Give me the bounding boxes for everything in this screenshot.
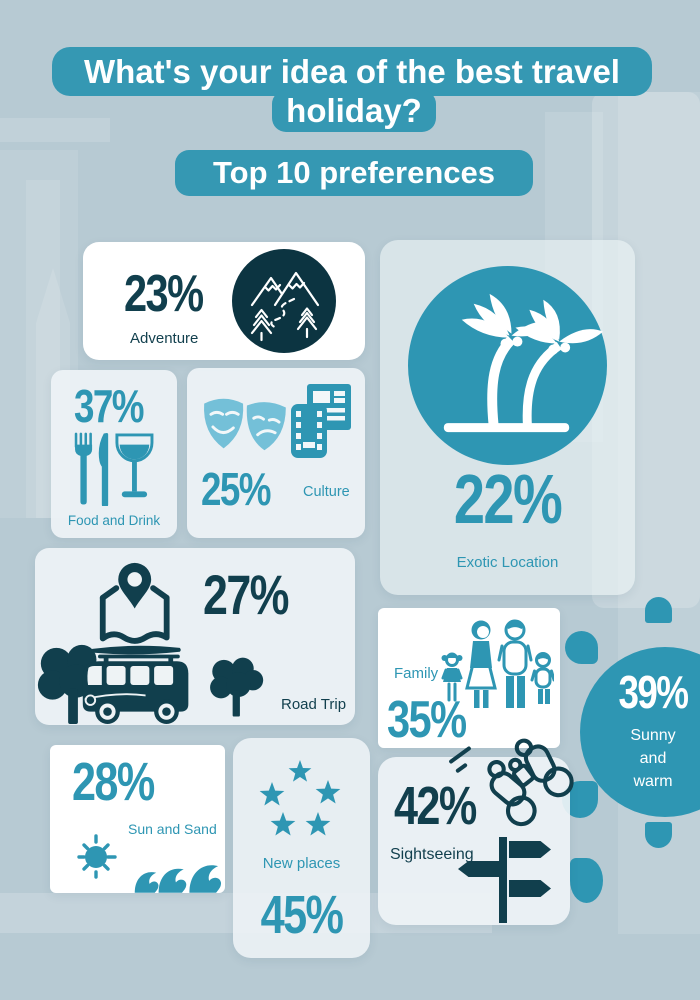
subtitle-pill: Top 10 preferences <box>175 150 533 196</box>
signpost-arrow-left <box>458 861 500 877</box>
binoculars-icon <box>487 738 574 827</box>
mountain-trail-icon <box>250 271 320 342</box>
tree-icon <box>210 657 264 717</box>
sun-ray-top <box>645 597 672 623</box>
card-family: Family 35% <box>378 608 560 748</box>
food-value: 37% <box>74 380 144 432</box>
exotic-value: 22% <box>453 460 563 538</box>
card-new-places: New places 45% <box>233 738 370 958</box>
signpost-arrow-right-bottom <box>509 880 551 897</box>
roadtrip-value: 27% <box>203 563 289 626</box>
culture-label: Culture <box>303 484 350 500</box>
adventure-badge <box>232 249 336 353</box>
sun-ray-upper-left <box>565 631 598 664</box>
adventure-value: 23% <box>124 265 204 323</box>
sun-ray-lower-left-2 <box>570 858 603 903</box>
sunsand-label: Sun and Sand <box>128 821 217 837</box>
sightseeing-value: 42% <box>394 776 477 836</box>
family-label: Family <box>394 665 439 682</box>
stars-icon <box>259 760 341 836</box>
title-text-line2: holiday? <box>286 92 422 129</box>
card-food-and-drink: 37% Food and Drink <box>51 370 177 538</box>
adventure-label: Adventure <box>130 330 199 347</box>
theater-masks-icon <box>204 398 286 451</box>
signpost-arrow-right-top <box>509 841 551 858</box>
family-value: 35% <box>387 691 467 749</box>
camper-van-icon <box>82 645 189 724</box>
waves-icon <box>134 865 222 893</box>
sightseeing-label: Sightseeing <box>390 846 474 863</box>
title-pill-line2: holiday? <box>272 90 436 132</box>
sunny-word-3: warm <box>633 772 673 790</box>
culture-value: 25% <box>201 463 271 515</box>
food-label: Food and Drink <box>67 513 161 528</box>
sun-icon <box>77 834 117 879</box>
title-text-line1: What's your idea of the best travel <box>84 52 620 90</box>
sunny-text-block: 39% Sunny and warm <box>580 667 700 793</box>
signpost-pole <box>499 837 507 923</box>
title-pill-line1: What's your idea of the best travel <box>52 47 652 96</box>
sunsand-value: 28% <box>72 752 155 812</box>
exotic-label: Exotic Location <box>456 554 559 571</box>
card-sightseeing: 42% Sightseeing <box>378 757 570 925</box>
fork-knife-wine-icon <box>74 432 154 506</box>
family-icon <box>441 619 554 708</box>
exotic-badge <box>408 266 607 465</box>
subtitle-text: Top 10 preferences <box>213 155 495 190</box>
sunny-value: 39% <box>618 666 689 718</box>
palm-trees-icon <box>443 293 603 433</box>
card-culture: 25% Culture <box>187 368 365 538</box>
map-pin-icon <box>99 562 170 644</box>
sunny-word-1: Sunny <box>630 726 676 744</box>
card-road-trip: 27% <box>35 548 355 725</box>
newplaces-value: 45% <box>260 885 344 945</box>
newplaces-label: New places <box>262 855 341 872</box>
card-sunny-and-warm: 39% Sunny and warm <box>580 647 700 817</box>
sunny-word-2: and <box>639 749 667 767</box>
card-exotic-location: 22% Exotic Location <box>380 240 635 595</box>
sun-ray-bottom <box>645 822 672 848</box>
film-news-icon <box>291 384 351 458</box>
bg-shape <box>0 118 110 142</box>
card-sun-and-sand: 28% Sun and Sand <box>50 745 225 893</box>
roadtrip-label: Road Trip <box>281 696 347 713</box>
card-adventure: 23% Adventure <box>83 242 365 360</box>
